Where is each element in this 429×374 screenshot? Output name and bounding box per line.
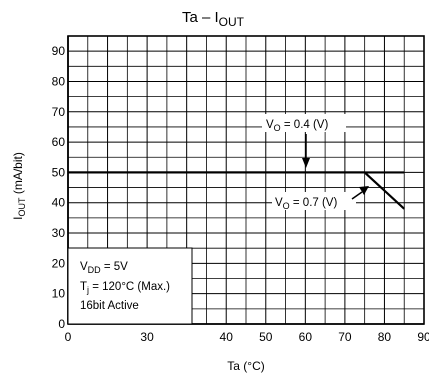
y-tick-label: 10 [52, 287, 66, 301]
x-tick-label: 80 [378, 330, 392, 344]
x-tick-label: 90 [417, 330, 429, 344]
x-tick-label: 30 [140, 330, 154, 344]
annotation-vo07-bg [272, 192, 356, 210]
x-tick-labels: 0 30 40 50 60 70 80 90 [65, 330, 429, 344]
series-lines [68, 171, 405, 210]
chart-title: Ta – IOUT [182, 9, 245, 29]
annotation-vo04-bg [262, 114, 346, 132]
grid [67, 35, 425, 325]
y-tick-label: 50 [52, 165, 66, 179]
x-tick-label: 70 [338, 330, 352, 344]
y-tick-label: 70 [52, 105, 66, 119]
x-tick-label: 60 [299, 330, 313, 344]
annotation-vo07: VO = 0.7 (V) [275, 197, 337, 211]
series-line-1 [68, 171, 405, 210]
y-tick-label: 20 [52, 256, 66, 270]
plot-frame [67, 35, 425, 325]
annotation-vo04: VO = 0.4 (V) [266, 119, 328, 133]
condition-active: 16bit Active [80, 300, 139, 312]
y-tick-labels: 0 10 20 30 40 50 60 70 80 90 [52, 44, 66, 331]
y-tick-label: 30 [52, 226, 66, 240]
y-tick-label: 0 [58, 317, 65, 331]
y-tick-label: 40 [52, 196, 66, 210]
y-axis-label: IOUT (mA/bit) [11, 152, 27, 220]
conditions-box [67, 247, 193, 325]
x-axis-label: Ta (°C) [227, 359, 264, 373]
condition-vdd: VDD = 5V [80, 261, 128, 275]
y-tick-label: 60 [52, 135, 66, 149]
annotation-vo07-arrowhead [359, 186, 369, 195]
y-tick-label: 90 [52, 44, 66, 58]
condition-tj: Tj = 120°C (Max.) [80, 281, 170, 295]
x-tick-label: 40 [220, 330, 234, 344]
x-tick-label: 0 [65, 330, 72, 344]
y-tick-label: 80 [52, 74, 66, 88]
annotation-vo04-arrowhead [302, 158, 310, 168]
annotation-vo07-arrow [351, 191, 363, 200]
x-tick-label: 50 [259, 330, 273, 344]
